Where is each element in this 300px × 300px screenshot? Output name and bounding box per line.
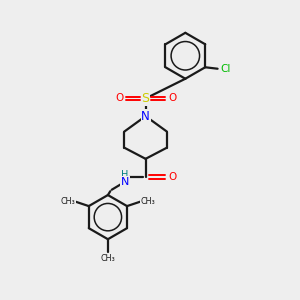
Text: O: O [168, 94, 176, 103]
Text: Cl: Cl [220, 64, 231, 74]
Text: CH₃: CH₃ [100, 254, 115, 263]
Text: H: H [121, 170, 129, 180]
Text: S: S [142, 92, 150, 105]
Text: O: O [115, 94, 123, 103]
Text: O: O [169, 172, 177, 182]
Text: CH₃: CH₃ [61, 197, 75, 206]
Text: N: N [121, 176, 129, 187]
Text: N: N [141, 110, 150, 123]
Text: CH₃: CH₃ [140, 197, 155, 206]
